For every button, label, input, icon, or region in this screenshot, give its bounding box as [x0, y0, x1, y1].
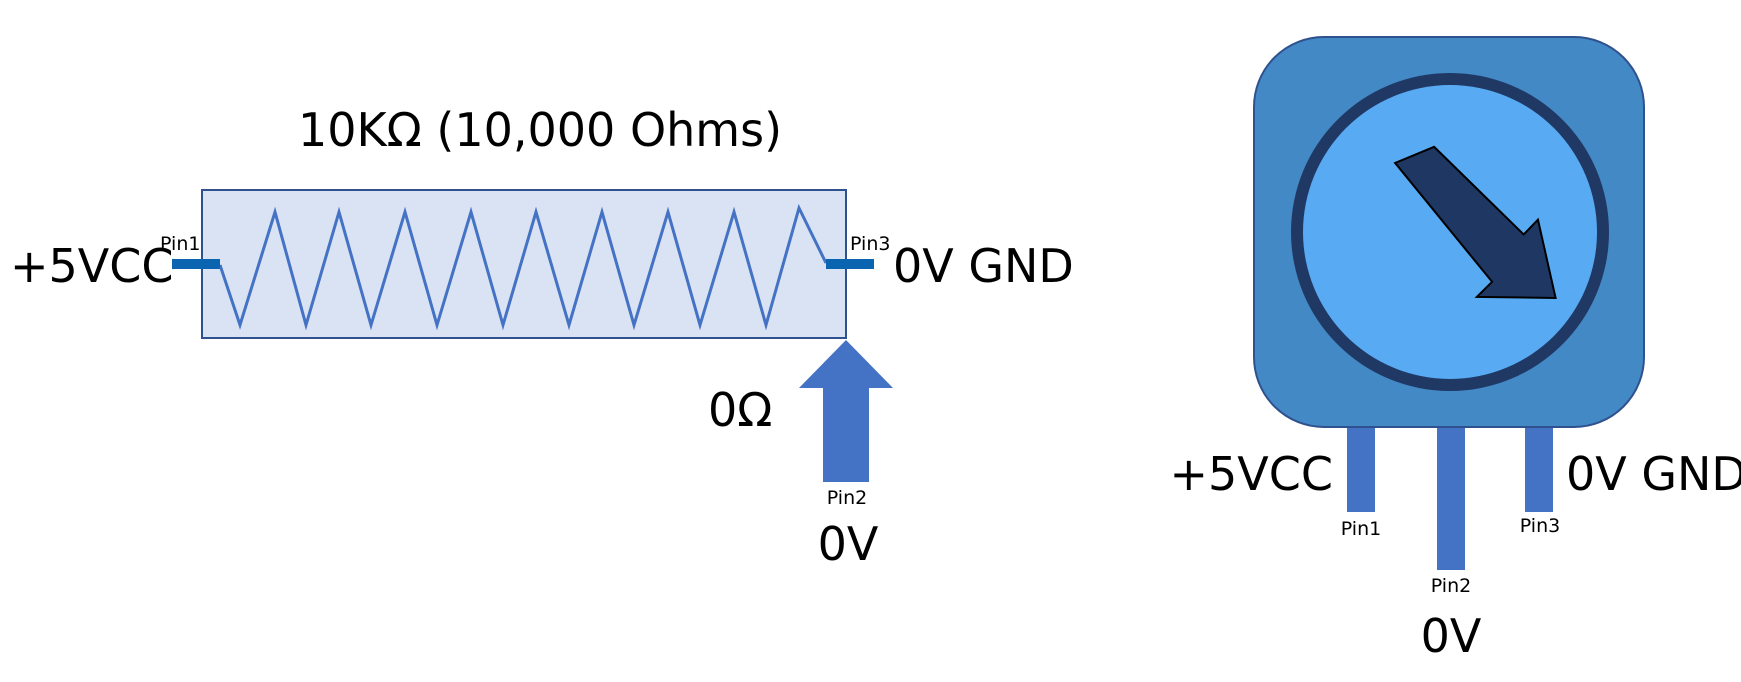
component-supply-label: +5VCC [1169, 447, 1333, 501]
pin2-label: Pin2 [827, 487, 867, 509]
component-wiper-voltage-label: 0V [1421, 609, 1482, 663]
schematic-group: 10KΩ (10,000 Ohms) Pin1 Pin3 +5VCC 0V GN… [10, 103, 1074, 571]
pin3-lead [826, 259, 874, 269]
wiper-arrow [799, 340, 893, 482]
dial-face [1303, 85, 1597, 379]
component-pin2-label: Pin2 [1431, 575, 1471, 597]
component-group: +5VCC 0V GND Pin1 Pin2 Pin3 0V [1169, 36, 1741, 663]
resistance-label: 10KΩ (10,000 Ohms) [298, 103, 782, 157]
wiper-voltage-label: 0V [818, 517, 879, 571]
supply-voltage-label: +5VCC [10, 239, 174, 293]
pin1-lead [172, 259, 220, 269]
component-ground-label: 0V GND [1566, 447, 1741, 501]
resistor-zigzag [218, 203, 828, 331]
component-pin3-label: Pin3 [1520, 515, 1560, 537]
ground-label: 0V GND [893, 239, 1074, 293]
component-pin1-label: Pin1 [1341, 518, 1381, 540]
wiper-resistance-label: 0Ω [708, 383, 772, 437]
pin1-label: Pin1 [160, 233, 200, 255]
pin2-leg [1437, 426, 1465, 570]
dial-arrow [1393, 145, 1557, 299]
pin3-leg [1525, 426, 1553, 512]
pin3-label: Pin3 [850, 233, 890, 255]
pin1-leg [1347, 426, 1375, 512]
